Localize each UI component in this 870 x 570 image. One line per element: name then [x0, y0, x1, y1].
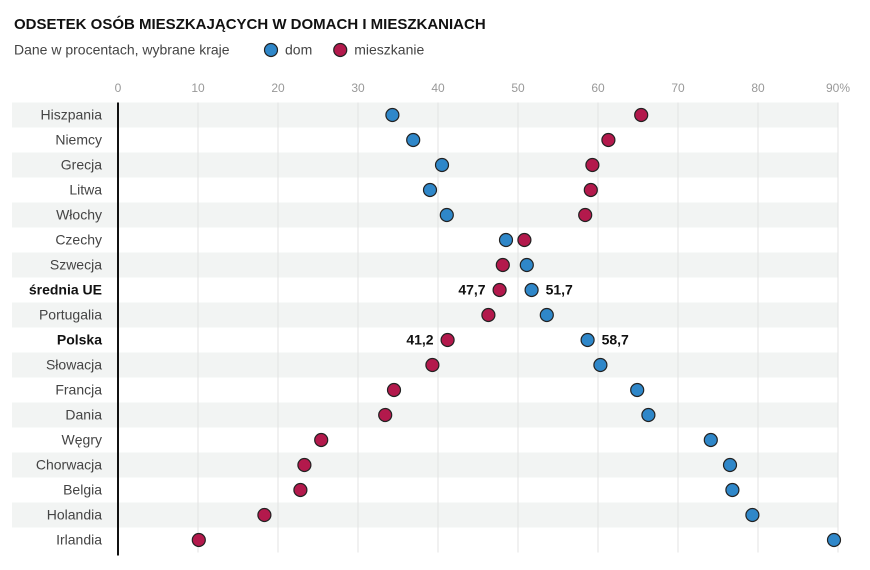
- dot: [722, 457, 738, 473]
- dot: [630, 382, 645, 398]
- dot: [439, 207, 454, 223]
- value-label: 41,2: [406, 332, 433, 348]
- category-label: Polska: [57, 332, 102, 348]
- dot: [641, 407, 656, 423]
- dot: [517, 232, 532, 248]
- row-band: [12, 152, 838, 178]
- dot: [498, 232, 514, 248]
- dot: [524, 282, 539, 298]
- row-band: [12, 402, 838, 428]
- dot: [492, 282, 507, 298]
- dot: [745, 507, 760, 523]
- dot: [578, 207, 593, 223]
- category-label: Portugalia: [39, 307, 102, 323]
- dot: [725, 482, 740, 498]
- x-tick-label: 0: [115, 81, 122, 95]
- value-label: 58,7: [602, 332, 629, 348]
- dot: [257, 507, 272, 523]
- row-band: [12, 352, 838, 378]
- x-tick-label: 20: [271, 81, 285, 95]
- category-label: Niemcy: [55, 132, 102, 148]
- category-label: średnia UE: [29, 282, 102, 298]
- category-label: Włochy: [56, 207, 102, 223]
- category-label: Chorwacja: [36, 457, 102, 473]
- chart-subtitle: Dane w procentach, wybrane kraje: [14, 42, 230, 58]
- category-label: Grecja: [61, 157, 102, 173]
- category-label: Dania: [65, 407, 102, 423]
- dot: [580, 332, 595, 348]
- x-tick-label: 70: [671, 81, 685, 95]
- dot: [425, 357, 440, 373]
- chart-title: ODSETEK OSÓB MIESZKAJĄCYCH W DOMACH I MI…: [14, 15, 486, 33]
- legend: dom mieszkanie: [263, 42, 424, 58]
- dot: [539, 307, 554, 323]
- category-label: Francja: [55, 382, 102, 398]
- dot: [593, 357, 608, 373]
- category-label: Holandia: [47, 507, 102, 523]
- value-label: 51,7: [546, 282, 573, 298]
- row-band: [12, 102, 838, 128]
- legend-label: mieszkanie: [354, 42, 424, 58]
- legend-label: dom: [285, 42, 312, 58]
- dot: [481, 307, 496, 323]
- category-label: Hiszpania: [41, 107, 103, 123]
- dot: [634, 107, 649, 123]
- dot: [826, 532, 842, 548]
- dot: [519, 257, 534, 273]
- dot: [314, 432, 329, 448]
- row-band: [12, 502, 838, 528]
- x-tick-label: 50: [511, 81, 525, 95]
- dot: [583, 182, 598, 198]
- x-tick-label: 90%: [826, 81, 850, 95]
- category-label: Belgia: [63, 482, 102, 498]
- dot: [406, 132, 421, 148]
- category-label: Szwecja: [50, 257, 102, 273]
- x-tick-label: 40: [431, 81, 445, 95]
- dot: [297, 457, 312, 473]
- dot: [440, 332, 455, 348]
- dot: [495, 257, 510, 273]
- category-label: Litwa: [69, 182, 102, 198]
- category-label: Słowacja: [46, 357, 102, 373]
- x-tick-label: 30: [351, 81, 365, 95]
- row-band: [12, 202, 838, 228]
- legend-marker: [333, 42, 348, 58]
- dot: [378, 407, 393, 423]
- x-tick-label: 10: [191, 81, 205, 95]
- legend-marker: [263, 42, 279, 58]
- category-label: Irlandia: [56, 532, 102, 548]
- value-label: 47,7: [458, 282, 485, 298]
- dot: [386, 382, 402, 398]
- x-tick-label: 60: [591, 81, 605, 95]
- dot: [434, 157, 450, 173]
- dot: [191, 532, 206, 548]
- dot: [422, 182, 438, 198]
- row-band: [12, 252, 838, 278]
- dot: [601, 132, 616, 148]
- dot: [703, 432, 718, 448]
- dot: [293, 482, 308, 498]
- row-band: [12, 302, 838, 328]
- dot: [385, 107, 400, 123]
- dot: [585, 157, 600, 173]
- category-label: Węgry: [62, 432, 102, 448]
- row-band: [12, 452, 838, 478]
- x-tick-label: 80: [751, 81, 765, 95]
- category-label: Czechy: [55, 232, 102, 248]
